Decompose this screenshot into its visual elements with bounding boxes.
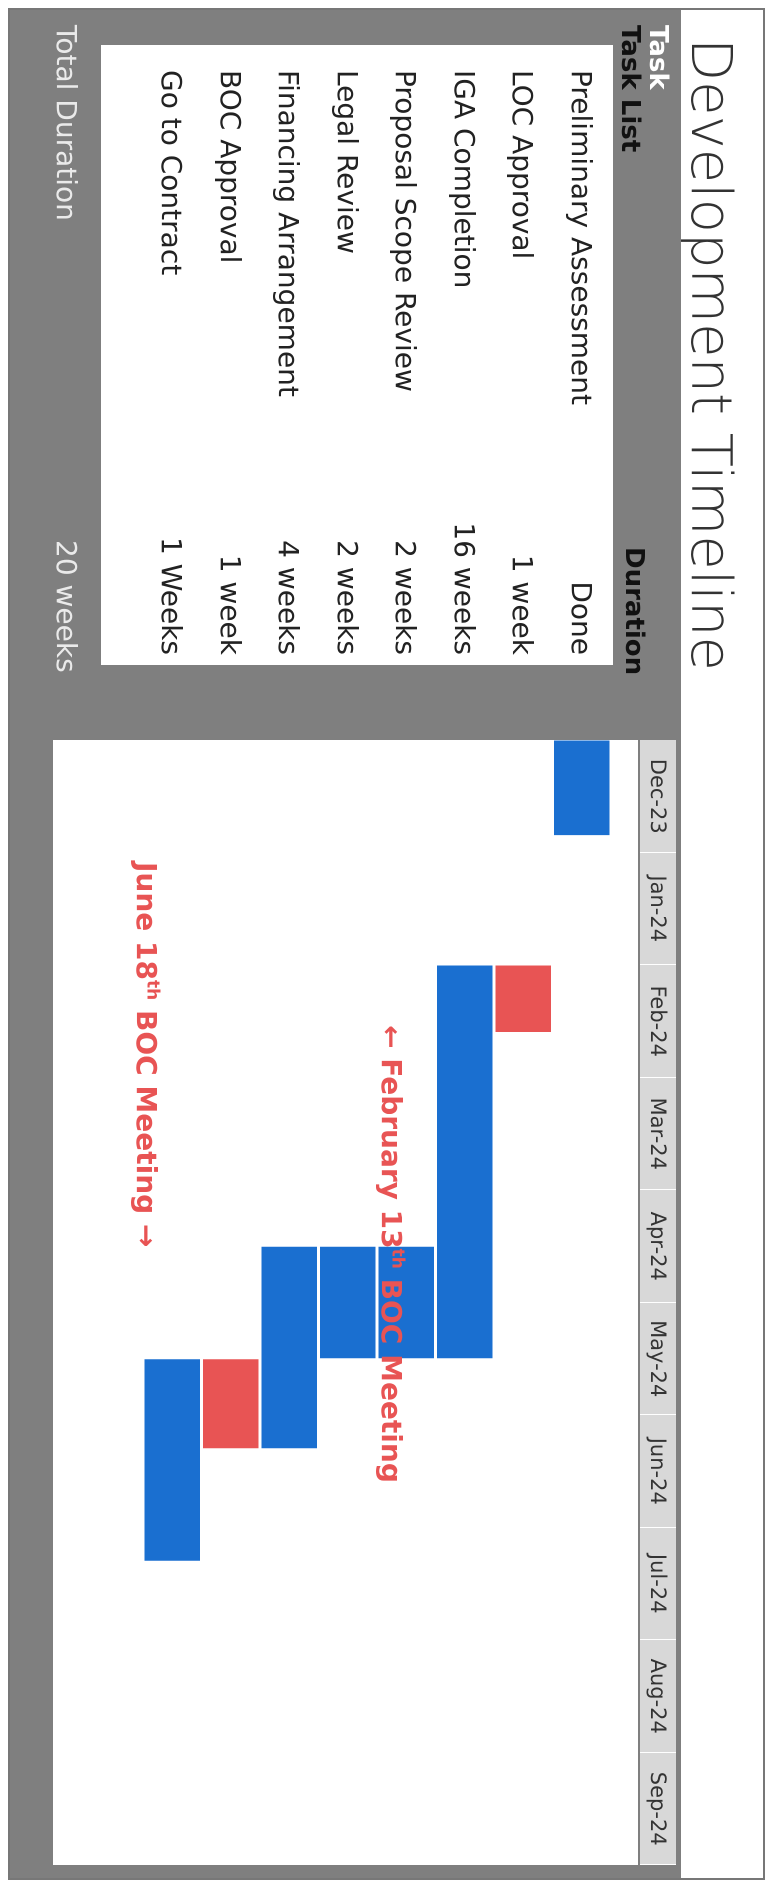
task-duration: 1 week xyxy=(506,554,540,655)
gantt-bar xyxy=(202,1358,260,1450)
gantt-bar xyxy=(319,1245,377,1360)
annotation-feb-13: ← February 13th BOC Meeting xyxy=(375,1025,408,1483)
task-label: Financing Arrangement xyxy=(272,70,306,397)
month-label: Mar-24 xyxy=(646,1097,670,1171)
task-label: Preliminary Assessment xyxy=(565,70,598,405)
month-label: Apr-24 xyxy=(646,1211,670,1281)
month-label: Dec-23 xyxy=(646,758,670,834)
gantt-bar xyxy=(553,740,611,837)
annotation-june-suffix: BOC Meeting → xyxy=(130,1000,163,1248)
task-label: Proposal Scope Review xyxy=(389,70,423,392)
total-duration-value: 20 weeks xyxy=(50,540,83,673)
task-duration: Done xyxy=(565,581,598,655)
gantt-bar xyxy=(143,1358,201,1562)
annotation-feb-sup: th xyxy=(387,1248,408,1269)
annotation-june-18: June 18th BOC Meeting → xyxy=(130,862,163,1247)
month-label: Jul-24 xyxy=(646,1553,670,1614)
task-duration: 2 weeks xyxy=(331,540,364,655)
month-label: Jan-24 xyxy=(646,875,670,943)
page-title: Development Timeline xyxy=(678,38,743,671)
total-duration-label: Total Duration xyxy=(50,25,83,221)
month-header: Dec-23 Jan-24 Feb-24 Mar-24 Apr-24 May-24 Jun-… xyxy=(640,740,676,1865)
gantt-bar xyxy=(377,1245,435,1360)
header-task: Task xyxy=(643,25,673,90)
task-label: BOC Approval xyxy=(214,70,247,264)
gantt-bar xyxy=(260,1245,318,1450)
annotation-june-text: June 18 xyxy=(130,862,163,980)
gantt-bar xyxy=(494,964,552,1033)
month-label: Jun-24 xyxy=(646,1437,670,1505)
month-label: Sep-24 xyxy=(646,1771,670,1846)
header-duration: Duration xyxy=(619,547,649,676)
gantt-bar xyxy=(436,964,494,1360)
task-label: LOC Approval xyxy=(506,70,540,260)
task-duration: 16 weeks xyxy=(448,522,481,655)
task-label: Go to Contract xyxy=(155,70,189,276)
task-duration: 4 weeks xyxy=(272,540,306,655)
task-duration: 1 Weeks xyxy=(155,536,189,655)
task-duration: 1 week xyxy=(214,554,247,655)
task-label: IGA Completion xyxy=(448,70,481,289)
task-label: Legal Review xyxy=(331,70,364,254)
month-label: May-24 xyxy=(646,1320,670,1398)
annotation-feb-suffix: BOC Meeting xyxy=(375,1268,408,1483)
month-label: Aug-24 xyxy=(646,1658,670,1734)
month-label: Feb-24 xyxy=(646,985,670,1057)
gantt-chart xyxy=(143,740,611,1562)
annotation-june-sup: th xyxy=(142,980,163,1001)
task-duration: 2 weeks xyxy=(389,540,423,655)
annotation-feb-text: ← February 13 xyxy=(375,1025,408,1249)
header-task-list: Task List xyxy=(615,25,645,153)
